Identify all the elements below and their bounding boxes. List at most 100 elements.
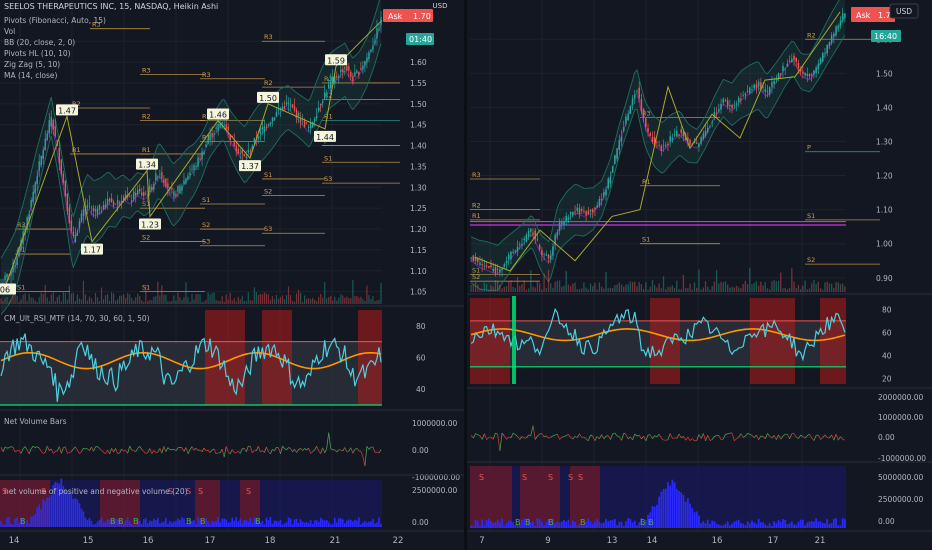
volume-bar (380, 282, 382, 304)
posneg-bar (346, 520, 348, 527)
posneg-bar (108, 519, 111, 527)
netvol-line (711, 436, 715, 440)
candle-body (259, 128, 262, 134)
netvol-line (282, 445, 285, 449)
volume-bar (631, 281, 634, 292)
candle-body (376, 27, 378, 39)
volume-bar (12, 295, 14, 304)
netvol-line (129, 445, 132, 451)
volume-bar (563, 285, 565, 292)
posneg-bar (516, 524, 519, 528)
left-indicator-bb[interactable]: BB (20, close, 2, 0) (4, 38, 75, 47)
netvol-line (201, 447, 205, 453)
left-indicator-pivots[interactable]: Pivots (Fibonacci, Auto, 15) (4, 16, 106, 25)
left-indicator-ma[interactable]: MA (14, close) (4, 71, 58, 80)
candle-body (40, 155, 42, 165)
left-indicator-zigzag[interactable]: Zig Zag (5, 10) (4, 60, 60, 69)
posneg-bar (134, 524, 137, 527)
left-indicator-pivots-hl[interactable]: Pivots HL (10, 10) (4, 49, 71, 58)
candle-body (755, 84, 758, 88)
candle-body (698, 143, 700, 148)
right-currency-badge[interactable] (889, 3, 919, 19)
volume-bar (314, 299, 316, 304)
left-posneg-title[interactable]: net volume of positive and negative volu… (4, 487, 188, 496)
right-date-axis[interactable]: 7 9 13 14 16 17 21 (479, 536, 825, 546)
posneg-bar (169, 521, 171, 527)
posneg-bar (348, 519, 350, 527)
posneg-bar (647, 514, 649, 528)
volume-bar (318, 296, 320, 304)
candle-body (797, 63, 800, 69)
sell-signal: S (41, 487, 46, 496)
candle-body (100, 210, 103, 212)
left-price-axis[interactable]: 1.651.601.551.501.451.401.351.301.251.20… (410, 37, 427, 296)
volume-bar (603, 288, 605, 292)
netvol-line (703, 433, 706, 442)
posneg-bar (159, 523, 161, 527)
netvol-line (8, 446, 12, 449)
right-candles (470, 7, 846, 277)
posneg-bar (60, 478, 63, 527)
posneg-bar (90, 520, 93, 527)
posneg-bar (585, 521, 588, 528)
left-rsi-title[interactable]: CM_Ult_RSI_MTF (14, 70, 30, 60, 1, 50) (4, 314, 150, 323)
price-tick-label: 1.25 (410, 204, 427, 213)
netvol-line (157, 448, 161, 453)
volume-bar (372, 296, 374, 304)
left-posneg-pane: S S S S S SB B B B B B B (0, 478, 382, 527)
posneg-bar (223, 518, 225, 527)
left-netvol-title[interactable]: Net Volume Bars (4, 417, 67, 426)
netvol-line (802, 436, 806, 439)
volume-bar (368, 295, 370, 304)
candle-body (835, 26, 837, 36)
volume-bar (594, 282, 596, 292)
netvol-line (304, 448, 307, 451)
posneg-bar (380, 523, 382, 527)
volume-bar (578, 289, 581, 292)
candle-body (30, 200, 32, 208)
volume-bar (205, 299, 207, 304)
volume-bar (203, 301, 205, 304)
posneg-bar (305, 521, 308, 527)
sell-signal: S (578, 473, 583, 482)
buy-signal: B (118, 517, 124, 526)
netvol-line (71, 448, 74, 452)
volume-bar (842, 283, 844, 292)
netvol-line (105, 450, 108, 454)
posneg-bar (207, 521, 209, 527)
candle-body (6, 273, 8, 278)
left-date-axis[interactable]: 14 15 16 17 18 21 22 (9, 536, 404, 546)
posneg-bar (165, 517, 167, 527)
netvol-line (557, 434, 560, 440)
posneg-bar (329, 524, 332, 527)
candle-body (704, 130, 707, 137)
price-tick-label: 1.40 (876, 103, 893, 112)
posneg-bar (598, 522, 601, 528)
pivot-label: R2 (142, 113, 151, 121)
pivot-label: R1 (142, 146, 151, 154)
volume-bar (760, 281, 762, 292)
volume-bar (647, 289, 649, 292)
candle-body (293, 106, 296, 111)
netvol-line (787, 434, 790, 440)
zigzag-label-box (314, 130, 336, 142)
candle-body (813, 70, 815, 75)
netvol-line (280, 446, 283, 454)
volume-bar (607, 288, 609, 292)
posneg-neg-zone (520, 466, 560, 528)
posneg-bar (523, 518, 526, 528)
posneg-bar (702, 521, 705, 528)
candle-body (735, 103, 738, 105)
left-indicator-vol[interactable]: Vol (4, 27, 15, 36)
volume-bar (777, 280, 780, 292)
candle-body (110, 197, 113, 203)
left-chart[interactable]: R3R2R1R3R1S1R3R2R1S1S2S1R3R2R1S1S2S3R3R2… (0, 0, 465, 546)
volume-bar (813, 280, 815, 292)
layout-divider[interactable] (464, 0, 467, 550)
netvol-line (125, 450, 128, 454)
sell-signal: S (168, 487, 173, 496)
pivot-label: R3 (17, 221, 26, 229)
volume-bar (784, 287, 786, 292)
candle-body (241, 150, 243, 154)
